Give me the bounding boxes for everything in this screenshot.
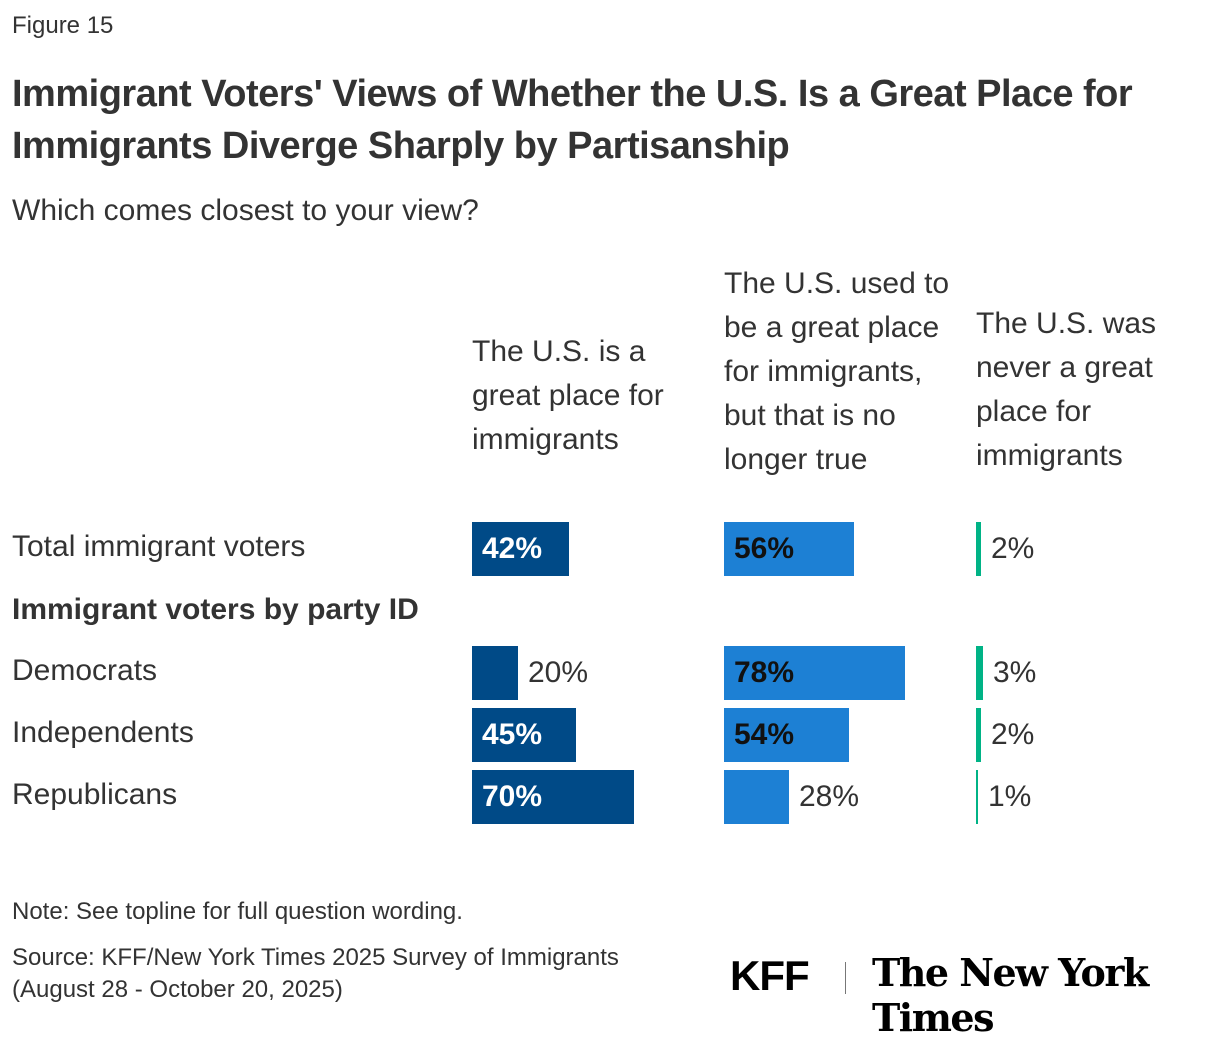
row-label: Independents — [12, 716, 194, 749]
value-label-0-2: 45% — [482, 718, 543, 751]
note: Note: See topline for full question word… — [12, 898, 463, 925]
bar-0-3 — [472, 770, 634, 824]
bar-1-1 — [724, 646, 905, 700]
value-label-2-0: 2% — [991, 532, 1035, 565]
value-label-0-3: 70% — [482, 780, 543, 813]
bar-2-3 — [976, 770, 978, 824]
value-label-1-3: 28% — [799, 780, 860, 813]
value-label-2-3: 1% — [988, 780, 1032, 813]
bar-2-2 — [976, 708, 981, 762]
chart-title: Immigrant Voters' Views of Whether the U… — [12, 73, 1133, 167]
chart-subtitle: Which comes closest to your view? — [12, 194, 479, 227]
value-label-0-1: 20% — [528, 656, 589, 689]
source-line2: (August 28 - October 20, 2025) — [12, 976, 343, 1003]
source-line1: Source: KFF/New York Times 2025 Survey o… — [12, 944, 619, 971]
value-label-1-1: 78% — [734, 656, 795, 689]
bar-1-3 — [724, 770, 789, 824]
value-label-1-2: 54% — [734, 718, 795, 751]
logo-divider — [845, 962, 846, 994]
bar-0-1 — [472, 646, 518, 700]
column-header-2: The U.S. was never a great place for imm… — [976, 307, 1157, 472]
source: Source: KFF/New York Times 2025 Survey o… — [12, 942, 712, 1006]
row-label: Democrats — [12, 654, 158, 687]
row-label: Republicans — [12, 778, 178, 811]
value-label-1-0: 56% — [734, 532, 795, 565]
column-header-0: The U.S. is a great place for immigrants — [472, 335, 664, 456]
row-label: Total immigrant voters — [12, 530, 306, 563]
value-label-2-2: 2% — [991, 718, 1035, 751]
figure-label: Figure 15 — [12, 12, 114, 39]
bar-1-2 — [724, 708, 849, 762]
bar-0-2 — [472, 708, 576, 762]
value-label-0-0: 42% — [482, 532, 543, 565]
bar-2-0 — [976, 522, 981, 576]
column-header-1: The U.S. used to be a great place for im… — [724, 267, 950, 476]
bar-1-0 — [724, 522, 854, 576]
nyt-logo: The New York Times — [872, 950, 1149, 1040]
bar-2-1 — [976, 646, 983, 700]
value-label-2-1: 3% — [993, 656, 1037, 689]
kff-logo: KFF — [730, 952, 810, 999]
bar-0-0 — [472, 522, 569, 576]
group-label: Immigrant voters by party ID — [12, 593, 419, 626]
